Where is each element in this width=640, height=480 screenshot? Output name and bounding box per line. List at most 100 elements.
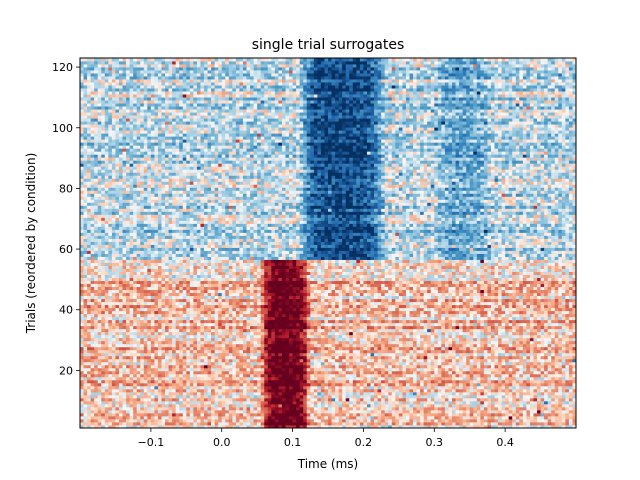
heatmap-cell [232, 367, 237, 372]
heatmap-cell [405, 367, 410, 372]
heatmap-cell [175, 361, 180, 366]
heatmap-cell [175, 385, 180, 390]
heatmap-cell [544, 331, 549, 336]
heatmap-cell [423, 346, 428, 351]
heatmap-cell [281, 349, 286, 354]
heatmap-cell [462, 355, 467, 360]
heatmap-cell [94, 346, 99, 351]
heatmap-cell [228, 346, 233, 351]
heatmap-cell [430, 355, 435, 360]
heatmap-cell [136, 319, 141, 324]
heatmap-cell [565, 376, 570, 381]
heatmap-cell [306, 364, 311, 369]
heatmap-cell [324, 346, 329, 351]
heatmap-cell [147, 388, 152, 393]
heatmap-cell [505, 409, 510, 414]
heatmap-cell [466, 334, 471, 339]
heatmap-cell [374, 373, 378, 378]
heatmap-cell [413, 382, 417, 387]
heatmap-cell [381, 355, 386, 360]
heatmap-cell [522, 424, 527, 429]
heatmap-cell [522, 352, 527, 357]
heatmap-cell [455, 403, 460, 408]
heatmap-cell [487, 355, 492, 360]
heatmap-cell [561, 388, 566, 393]
heatmap-cell [544, 418, 549, 423]
heatmap-cell [143, 391, 148, 396]
heatmap-cell [172, 385, 177, 390]
heatmap-cell [292, 394, 297, 399]
heatmap-cell [561, 397, 566, 402]
heatmap-cell [526, 337, 531, 342]
heatmap-cell [540, 328, 545, 333]
heatmap-cell [409, 364, 414, 369]
heatmap-cell [413, 343, 417, 348]
heatmap-cell [568, 367, 573, 372]
heatmap-cell [182, 385, 187, 390]
heatmap-cell [324, 421, 329, 426]
heatmap-cell [303, 364, 308, 369]
heatmap-cell [519, 325, 524, 330]
heatmap-cell [154, 358, 159, 363]
heatmap-cell [490, 337, 495, 342]
heatmap-cell [409, 334, 414, 339]
heatmap-cell [537, 328, 541, 333]
heatmap-cell [420, 421, 425, 426]
heatmap-cell [239, 319, 244, 324]
heatmap-cell [90, 412, 95, 417]
heatmap-cell [310, 328, 315, 333]
heatmap-cell [508, 325, 513, 330]
heatmap-cell [296, 355, 301, 360]
heatmap-cell [122, 331, 127, 336]
heatmap-cell [317, 373, 322, 378]
heatmap-cell [561, 334, 566, 339]
heatmap-cell [143, 421, 148, 426]
heatmap-cell [540, 352, 545, 357]
heatmap-cell [349, 376, 354, 381]
heatmap-cell [250, 415, 254, 420]
heatmap-cell [462, 397, 467, 402]
heatmap-cell [444, 370, 449, 375]
heatmap-cell [189, 361, 194, 366]
heatmap-cell [182, 355, 187, 360]
heatmap-cell [161, 421, 166, 426]
heatmap-cell [490, 334, 495, 339]
heatmap-cell [133, 373, 138, 378]
heatmap-cell [352, 409, 357, 414]
heatmap-cell [366, 337, 371, 342]
heatmap-cell [242, 415, 247, 420]
heatmap-cell [402, 421, 407, 426]
heatmap-cell [317, 325, 322, 330]
heatmap-cell [228, 340, 233, 345]
heatmap-cell [80, 325, 84, 330]
heatmap-cell [490, 349, 495, 354]
heatmap-cell [416, 421, 421, 426]
heatmap-cell [150, 385, 155, 390]
heatmap-cell [565, 418, 570, 423]
heatmap-cell [476, 400, 481, 405]
heatmap-cell [338, 337, 343, 342]
heatmap-cell [281, 388, 286, 393]
heatmap-cell [342, 364, 347, 369]
heatmap-cell [260, 409, 265, 414]
heatmap-cell [118, 367, 123, 372]
heatmap-cell [94, 403, 99, 408]
heatmap-cell [473, 412, 478, 417]
heatmap-cell [317, 388, 322, 393]
heatmap-cell [211, 364, 216, 369]
heatmap-cell [115, 370, 120, 375]
heatmap-cell [459, 352, 464, 357]
heatmap-cell [246, 343, 251, 348]
heatmap-cell [352, 328, 357, 333]
heatmap-cell [402, 331, 407, 336]
heatmap-cell [402, 391, 407, 396]
heatmap-cell [232, 424, 237, 429]
heatmap-cell [246, 373, 251, 378]
heatmap-cell [306, 319, 311, 324]
heatmap-cell [90, 379, 95, 384]
heatmap-cell [246, 415, 251, 420]
heatmap-cell [239, 406, 244, 411]
heatmap-cell [189, 328, 194, 333]
heatmap-cell [225, 364, 230, 369]
heatmap-cell [122, 415, 127, 420]
